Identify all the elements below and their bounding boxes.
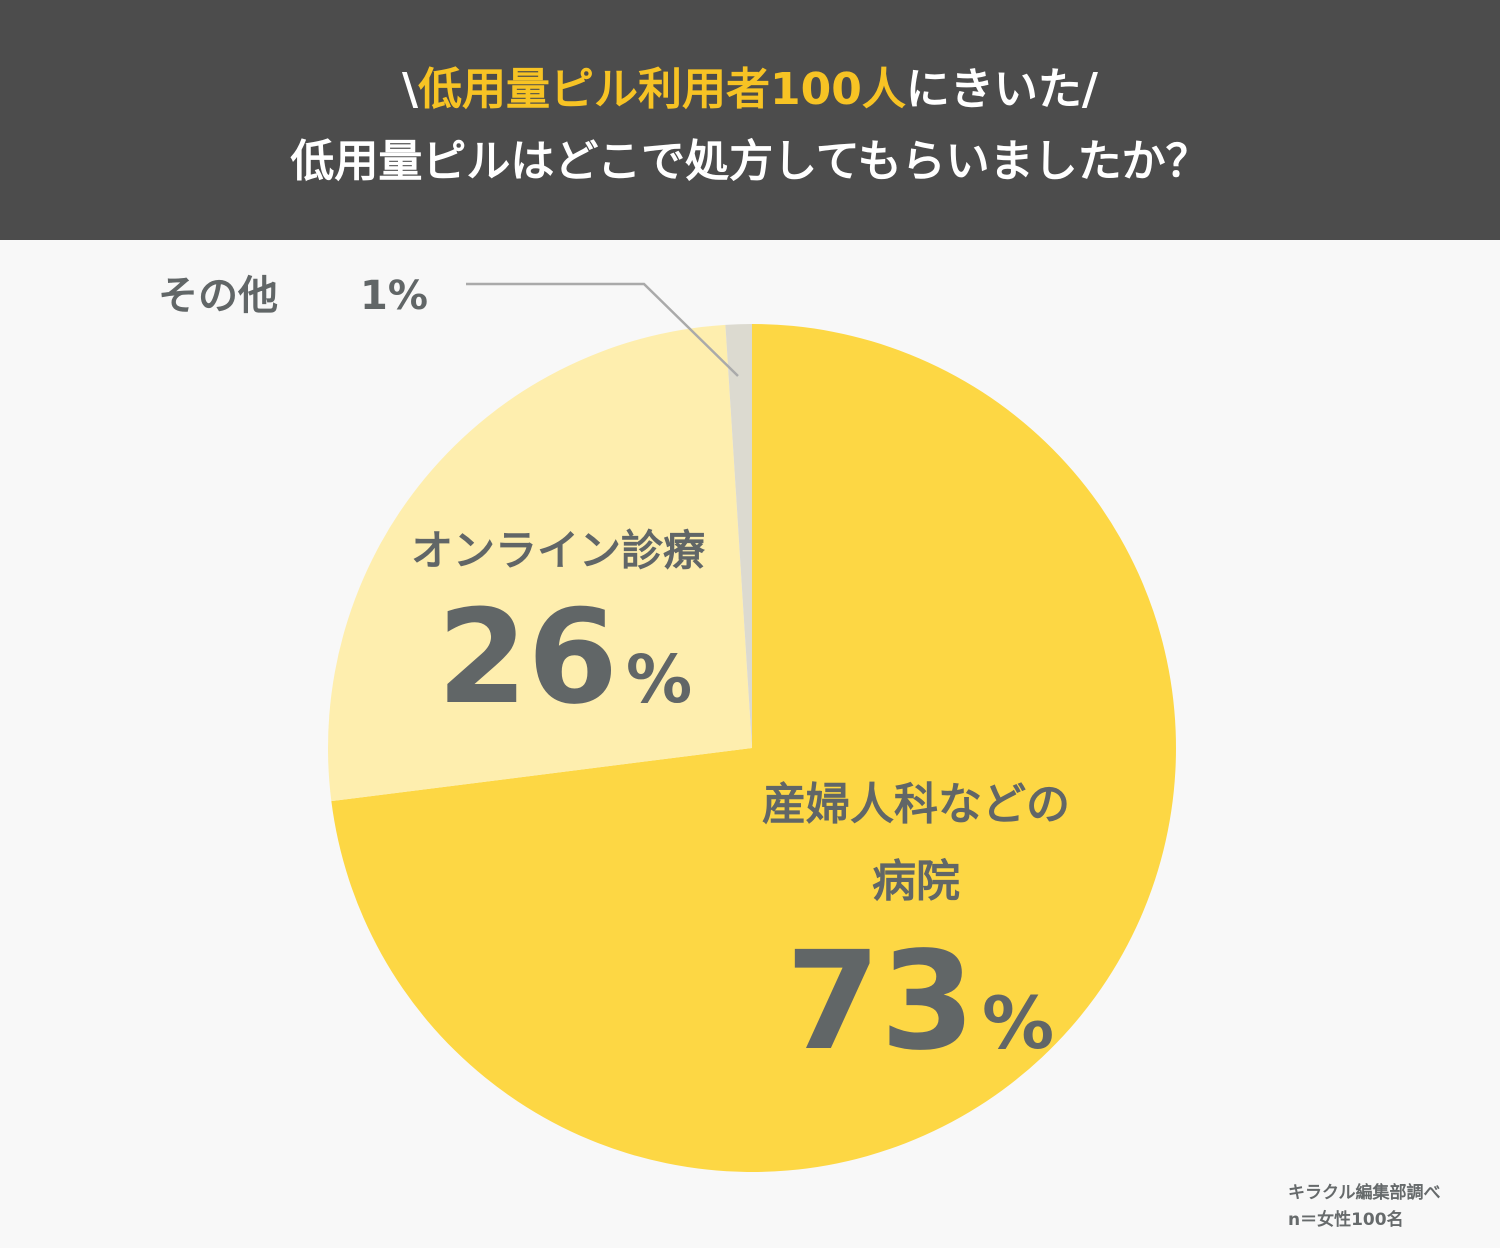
source-credit: キラクル編集部調べ n＝女性100名 bbox=[1288, 1180, 1441, 1234]
pie-slices bbox=[327, 324, 1176, 1173]
online-label: オンライン診療 bbox=[411, 526, 705, 575]
title-prefix: \ bbox=[401, 64, 419, 115]
online-unit: % bbox=[626, 641, 692, 718]
other-label: その他 bbox=[158, 273, 278, 319]
subtitle: 低用量ピルはどこで処方してもらいましたか？ bbox=[290, 136, 1210, 187]
pie-slice-hospital bbox=[331, 324, 1176, 1173]
pie-slice-other bbox=[725, 324, 752, 748]
hospital-label-line2: 病院 bbox=[872, 856, 960, 907]
title: \低用量ピル利用者100人にきいた/ bbox=[0, 60, 1500, 120]
other-value: 1% bbox=[360, 273, 428, 319]
online-value: 26 bbox=[437, 581, 618, 733]
hospital-unit: % bbox=[982, 981, 1054, 1065]
hospital-value: 73 bbox=[786, 923, 975, 1081]
credit-line2: n＝女性100名 bbox=[1288, 1210, 1404, 1230]
other-leader-line bbox=[466, 282, 739, 377]
header-banner: \低用量ピル利用者100人にきいた/ 低用量ピルはどこで処方してもらいましたか？ bbox=[0, 0, 1500, 240]
title-suffix: にきいた/ bbox=[905, 64, 1098, 115]
credit-line1: キラクル編集部調べ bbox=[1288, 1183, 1441, 1203]
pie-slice-online bbox=[327, 324, 752, 802]
title-highlight: 低用量ピル利用者100人 bbox=[418, 64, 906, 115]
hospital-label-line1: 産婦人科などの bbox=[762, 779, 1070, 830]
